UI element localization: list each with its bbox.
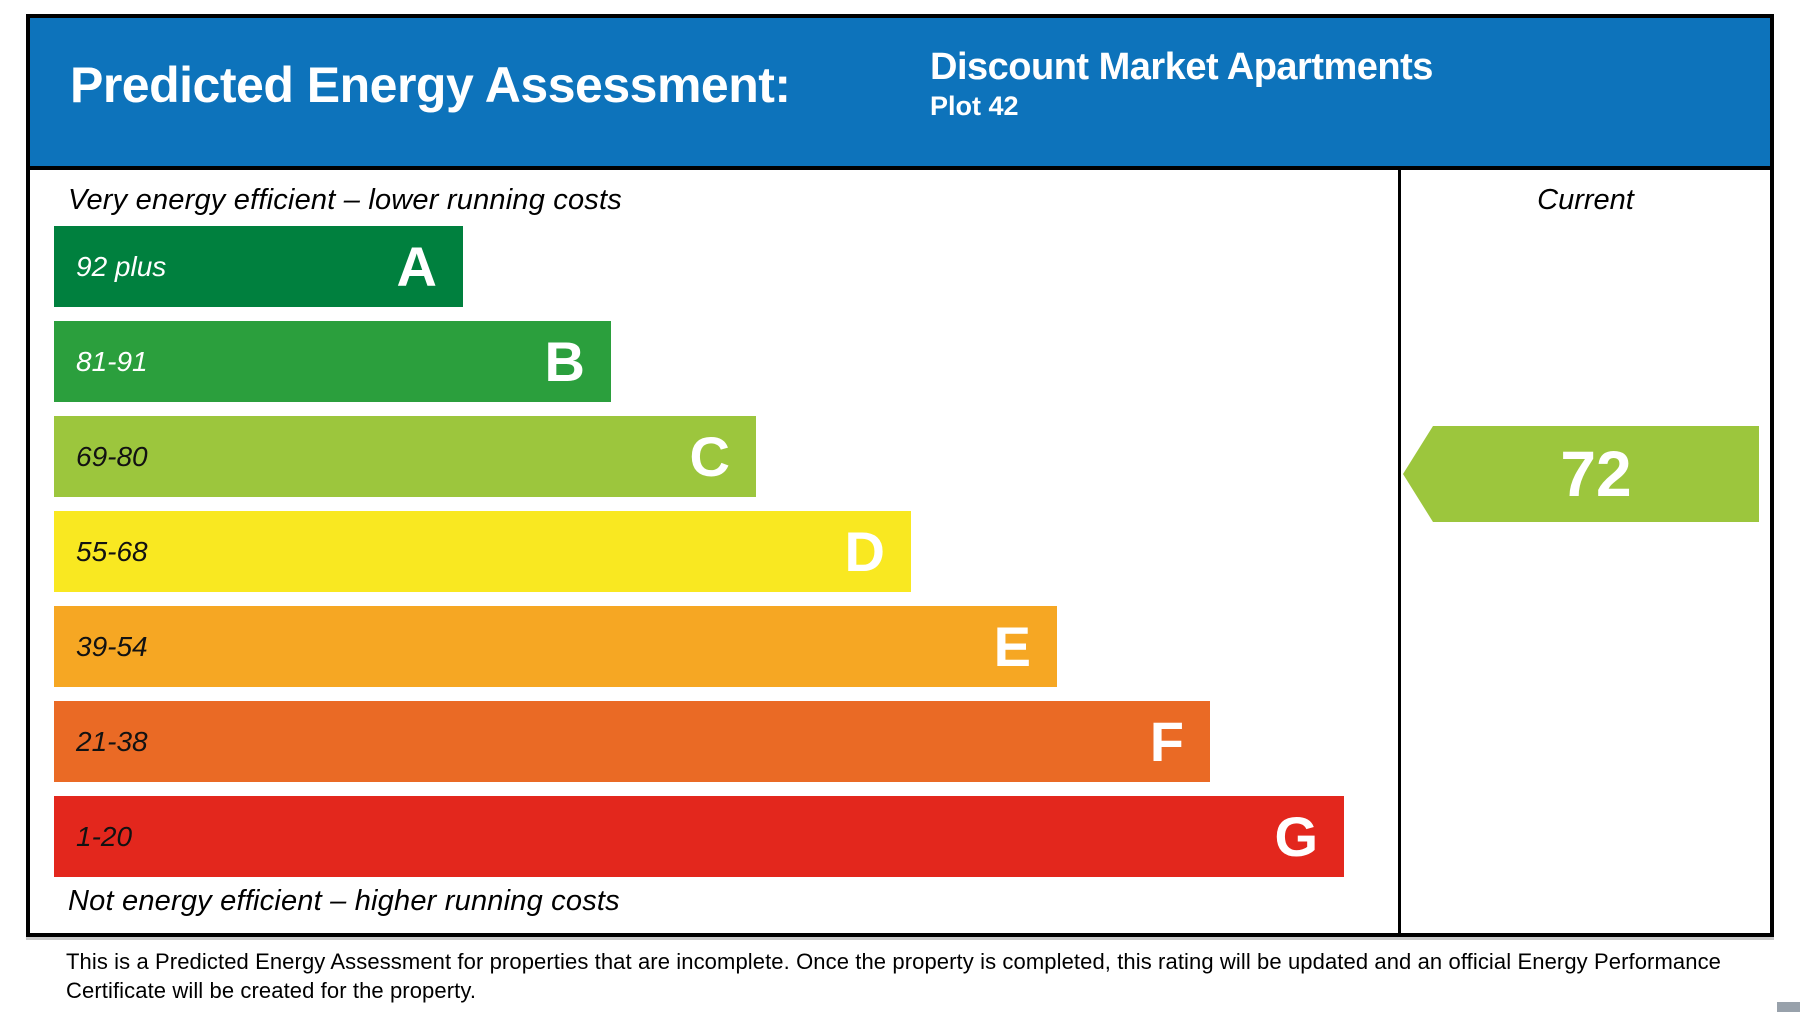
plot-number: Plot 42 bbox=[930, 91, 1019, 121]
band-letter: D bbox=[844, 519, 885, 583]
rating-scale: Very energy efficient – lower running co… bbox=[30, 170, 1401, 933]
chart-body: Very energy efficient – lower running co… bbox=[30, 170, 1770, 933]
current-column: Current 72 bbox=[1401, 170, 1770, 933]
band-letter: B bbox=[544, 329, 585, 393]
band-range-label: 39-54 bbox=[76, 630, 148, 662]
band-range-label: 1-20 bbox=[76, 820, 133, 852]
energy-assessment-panel: Predicted Energy Assessment: Discount Ma… bbox=[26, 14, 1774, 937]
top-caption: Very energy efficient – lower running co… bbox=[68, 184, 622, 216]
band-range-label: 81-91 bbox=[76, 345, 148, 377]
band-range-label: 55-68 bbox=[76, 535, 148, 567]
band-letter: C bbox=[689, 424, 730, 488]
disclaimer-line-2: Certificate will be created for the prop… bbox=[66, 978, 477, 1003]
property-block: Discount Market Apartments Plot 42 bbox=[930, 44, 1433, 123]
page-title: Predicted Energy Assessment: bbox=[70, 57, 791, 113]
band-d: 55-68 D bbox=[54, 511, 911, 592]
band-range-label: 92 plus bbox=[76, 250, 167, 282]
disclaimer-line-1: This is a Predicted Energy Assessment fo… bbox=[66, 949, 1722, 974]
band-letter: F bbox=[1149, 709, 1184, 773]
current-column-header: Current bbox=[1537, 184, 1634, 216]
property-name: Discount Market Apartments bbox=[930, 46, 1433, 88]
band-a: 92 plus A bbox=[54, 226, 463, 307]
band-letter: E bbox=[993, 614, 1031, 678]
band-f: 21-38 F bbox=[54, 701, 1210, 782]
band-range-label: 69-80 bbox=[76, 440, 148, 472]
band-g: 1-20 G bbox=[54, 796, 1344, 877]
header: Predicted Energy Assessment: Discount Ma… bbox=[30, 18, 1770, 170]
bottom-caption: Not energy efficient – higher running co… bbox=[68, 885, 620, 917]
disclaimer: This is a Predicted Energy Assessment fo… bbox=[66, 947, 1721, 1005]
current-rating-value: 72 bbox=[1433, 426, 1759, 522]
arrow-tip-icon bbox=[1403, 426, 1433, 522]
current-rating-arrow: 72 bbox=[1403, 426, 1759, 522]
band-e: 39-54 E bbox=[54, 606, 1057, 687]
band-range-label: 21-38 bbox=[76, 725, 148, 757]
band-b: 81-91 B bbox=[54, 321, 611, 402]
band-letter: A bbox=[396, 234, 437, 298]
band-letter: G bbox=[1274, 804, 1318, 868]
band-c: 69-80 C bbox=[54, 416, 756, 497]
scrollbar-fragment[interactable] bbox=[1777, 1002, 1800, 1012]
